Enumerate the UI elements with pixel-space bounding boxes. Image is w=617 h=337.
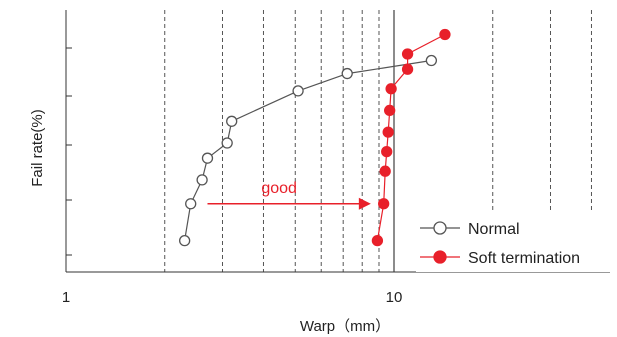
series-soft-termination <box>371 28 451 247</box>
data-point-1-9 <box>425 54 438 67</box>
x-axis-label: Warp（mm） <box>300 318 390 335</box>
y-axis-label: Fail rate(%) <box>29 109 46 187</box>
data-point-1-3 <box>196 174 208 186</box>
data-point-1-7 <box>292 85 304 97</box>
legend-background <box>416 212 612 272</box>
series-line <box>376 33 446 241</box>
data-point-1-6 <box>226 115 238 127</box>
data-point-2-5 <box>382 126 394 138</box>
series-normal <box>178 54 438 247</box>
data-point-1-4 <box>201 152 214 164</box>
x-tick-label-10: 10 <box>386 289 403 306</box>
data-point-2-9 <box>401 48 414 60</box>
legend-label-1: Normal <box>468 221 520 238</box>
data-point-1-5 <box>221 137 233 149</box>
data-point-2-1 <box>371 234 384 247</box>
legend-marker-2 <box>433 250 447 264</box>
data-point-2-3 <box>379 165 391 177</box>
data-point-1-1 <box>178 234 191 247</box>
annotation-layer: good <box>207 180 371 210</box>
series-layer <box>178 28 451 247</box>
data-point-1-8 <box>341 67 353 80</box>
data-point-2-7 <box>385 83 397 95</box>
legend-marker-1 <box>433 221 447 235</box>
data-point-2-4 <box>381 146 393 158</box>
legend: Normal Soft termination <box>416 212 612 272</box>
data-point-2-10 <box>439 28 451 41</box>
annotation-arrowhead <box>358 197 371 210</box>
annotation-label: good <box>261 180 297 197</box>
legend-label-2: Soft termination <box>468 250 580 267</box>
x-tick-label-1: 1 <box>62 289 70 306</box>
data-point-2-8 <box>401 63 414 75</box>
data-point-1-2 <box>185 198 197 210</box>
data-point-2-2 <box>378 198 390 210</box>
data-point-2-6 <box>384 104 396 117</box>
